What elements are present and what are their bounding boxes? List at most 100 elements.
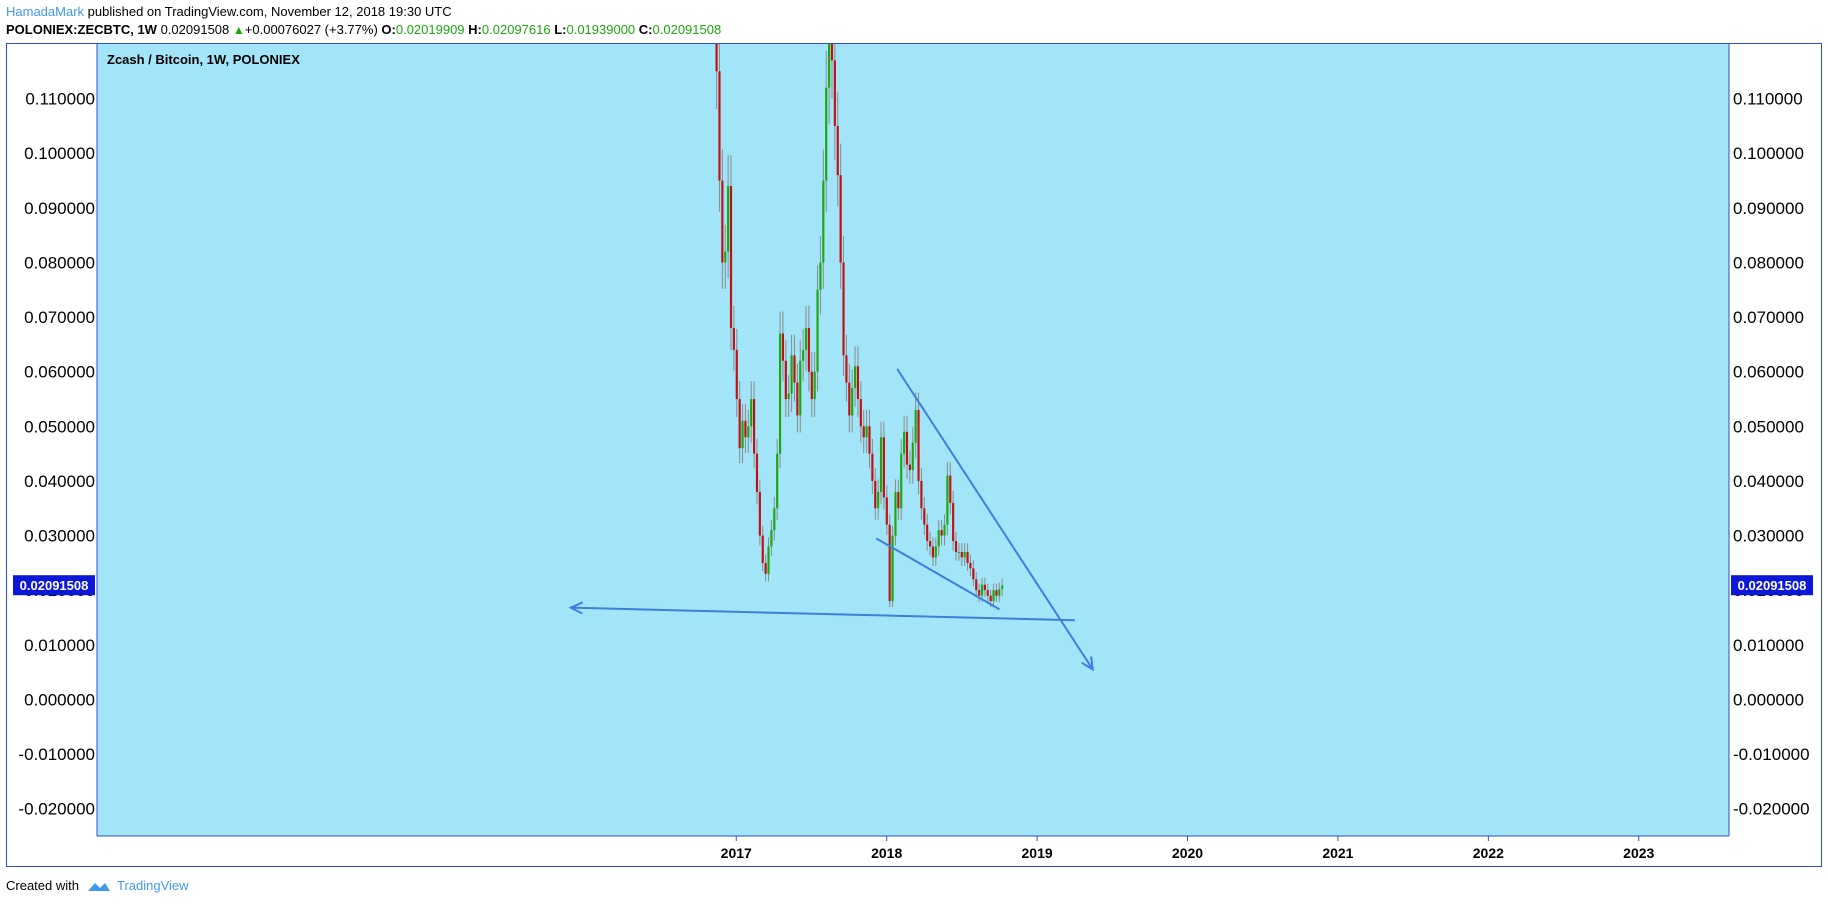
candle-body <box>923 508 926 525</box>
current-price-label: 0.02091508 <box>1738 578 1807 593</box>
y-tick-label-left: 0.010000 <box>24 636 95 655</box>
y-tick-label-right: 0.070000 <box>1733 308 1804 327</box>
trend-arrow[interactable] <box>570 606 1075 622</box>
open-value: 0.02019909 <box>395 22 465 37</box>
candle-body <box>781 333 785 361</box>
candle-body <box>833 60 836 126</box>
candle-body <box>946 475 949 525</box>
trend-arrow[interactable] <box>896 368 1094 670</box>
candle-body <box>980 584 984 596</box>
candle-body <box>926 524 929 542</box>
y-tick-label-left: 0.080000 <box>24 253 95 272</box>
y-tick-label-left: 0.030000 <box>24 527 95 546</box>
candle-body <box>957 551 961 553</box>
y-tick-label-right: 0.110000 <box>1733 90 1803 109</box>
candle-body <box>764 562 767 574</box>
drawings-layer[interactable] <box>568 368 1094 672</box>
close-label: C: <box>638 22 653 37</box>
close-value: 0.02091508 <box>652 22 722 37</box>
y-tick-label-left: 0.090000 <box>24 199 95 218</box>
candle-body <box>900 453 903 509</box>
candle-body <box>758 491 761 536</box>
candle-body <box>856 366 860 400</box>
price-label-bg <box>1731 575 1813 596</box>
y-tick-label-right: 0.050000 <box>1733 417 1804 436</box>
y-tick-label-left: -0.010000 <box>18 745 95 764</box>
y-tick-label-right: 0.000000 <box>1733 690 1804 709</box>
candle-body <box>885 497 888 525</box>
candle-body <box>865 426 868 438</box>
candle-body <box>735 349 738 400</box>
high-label: H: <box>468 22 482 37</box>
symbol-label: POLONIEX:ZECBTC, 1W <box>6 22 157 37</box>
chart-title: Zcash / Bitcoin, 1W, POLONIEX <box>107 52 300 67</box>
current-price-label-left: 0.02091508 <box>13 575 95 596</box>
last-price: 0.02091508 <box>160 22 230 37</box>
price-label-bg <box>13 575 95 596</box>
low-label: L: <box>554 22 567 37</box>
candle-body <box>738 399 741 449</box>
x-tick-label: 2019 <box>1022 845 1053 861</box>
candle-body <box>905 431 909 465</box>
candle-body <box>724 251 727 263</box>
candle-body <box>729 186 733 329</box>
candle-body <box>721 180 724 263</box>
arrow-head-icon <box>1081 656 1094 672</box>
candle-body <box>804 328 808 350</box>
candle-body <box>836 125 839 176</box>
candle-body <box>848 382 851 416</box>
candle-body <box>940 530 943 536</box>
candle-body <box>862 426 865 438</box>
candle-body <box>868 426 871 454</box>
candle-body <box>787 393 790 400</box>
candle-body <box>813 371 816 400</box>
candle-body <box>773 508 776 531</box>
candle-body <box>983 584 986 591</box>
candle-body <box>845 355 848 383</box>
candle-body <box>807 328 810 372</box>
y-tick-label-left: 0.110000 <box>25 90 95 109</box>
author-link[interactable]: HamadaMark <box>6 4 85 19</box>
candle-body <box>975 579 978 591</box>
candle-body <box>928 541 932 547</box>
candle-body <box>747 426 750 438</box>
candle-body <box>828 44 831 88</box>
candle-body <box>871 453 874 481</box>
tradingview-link[interactable]: TradingView <box>116 878 189 893</box>
high-value: 0.02097616 <box>481 22 551 37</box>
candle-body <box>770 530 773 547</box>
y-tick-label-right: 0.040000 <box>1733 472 1804 491</box>
y-tick-label-right: -0.020000 <box>1733 800 1810 819</box>
y-axis-left: 0.110000 0.100000 0.090000 0.080000 0.070000… <box>18 90 95 819</box>
candle-body <box>908 464 911 471</box>
candle-body <box>839 175 842 263</box>
candle-body <box>891 535 894 602</box>
trend-line[interactable] <box>875 537 1000 611</box>
candles-layer <box>715 44 1004 608</box>
candle-body <box>920 480 923 509</box>
candle-body <box>718 71 721 181</box>
y-tick-label-right: 0.030000 <box>1733 527 1804 546</box>
candle-body <box>972 568 975 580</box>
y-tick-label-left: -0.020000 <box>18 800 95 819</box>
x-tick-label: 2018 <box>871 845 902 861</box>
candle-body <box>992 590 995 602</box>
candle-body <box>776 453 779 509</box>
candle-body <box>897 491 900 509</box>
y-tick-label-left: 0.100000 <box>24 144 95 163</box>
candle-body <box>903 431 906 454</box>
candle-body <box>793 355 796 383</box>
candle-body <box>995 590 998 596</box>
candle-body <box>819 262 822 290</box>
x-tick-label: 2021 <box>1322 845 1353 861</box>
candle-body <box>784 360 787 400</box>
y-tick-label-left: 0.000000 <box>24 690 95 709</box>
x-tick-label: 2022 <box>1473 845 1504 861</box>
x-axis: 2017 2018 2019 2020 2021 2022 2023 <box>721 836 1655 861</box>
candle-body <box>732 328 735 350</box>
candle-body <box>715 44 718 72</box>
candle-body <box>969 562 972 569</box>
candle-body <box>842 262 845 356</box>
up-arrow-icon: ▲ <box>232 23 245 37</box>
